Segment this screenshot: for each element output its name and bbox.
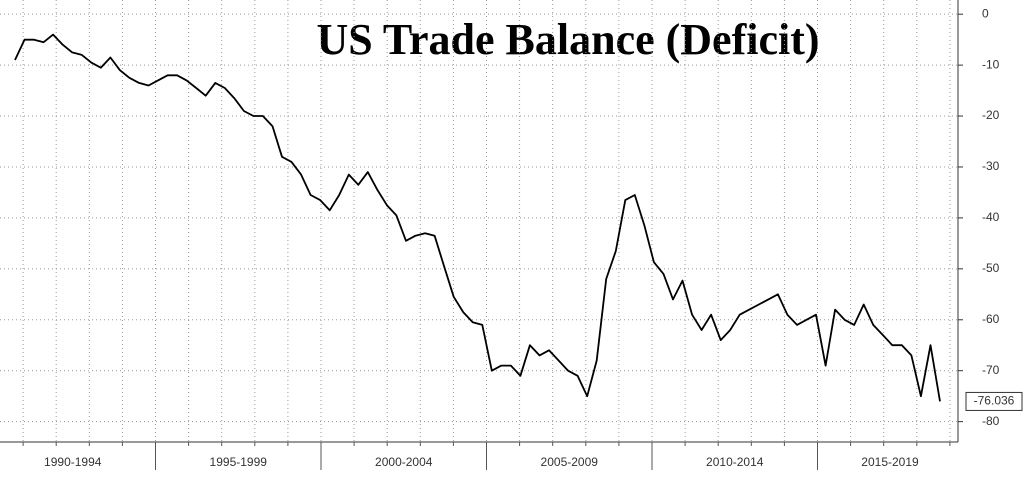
x-band-label: 2005-2009 [541, 455, 599, 469]
y-tick-label: -60 [982, 312, 1000, 326]
x-band-label: 1995-1999 [210, 455, 268, 469]
y-tick-label: -50 [982, 261, 1000, 275]
y-tick-label: 0 [982, 6, 989, 20]
y-tick-label: -20 [982, 108, 1000, 122]
x-band-label: 2010-2014 [706, 455, 764, 469]
y-tick-label: -30 [982, 159, 1000, 173]
x-band-label: 2000-2004 [375, 455, 433, 469]
last-value-label: -76.036 [974, 394, 1015, 408]
y-tick-label: -70 [982, 363, 1000, 377]
x-band-label: 1990-1994 [44, 455, 102, 469]
y-tick-label: -40 [982, 210, 1000, 224]
y-tick-label: -10 [982, 57, 1000, 71]
line-series [14, 33, 941, 402]
y-tick-label: -80 [982, 414, 1000, 428]
chart-title: US Trade Balance (Deficit) [316, 15, 819, 64]
x-band-label: 2015-2019 [861, 455, 919, 469]
last-value-box [965, 391, 1023, 411]
